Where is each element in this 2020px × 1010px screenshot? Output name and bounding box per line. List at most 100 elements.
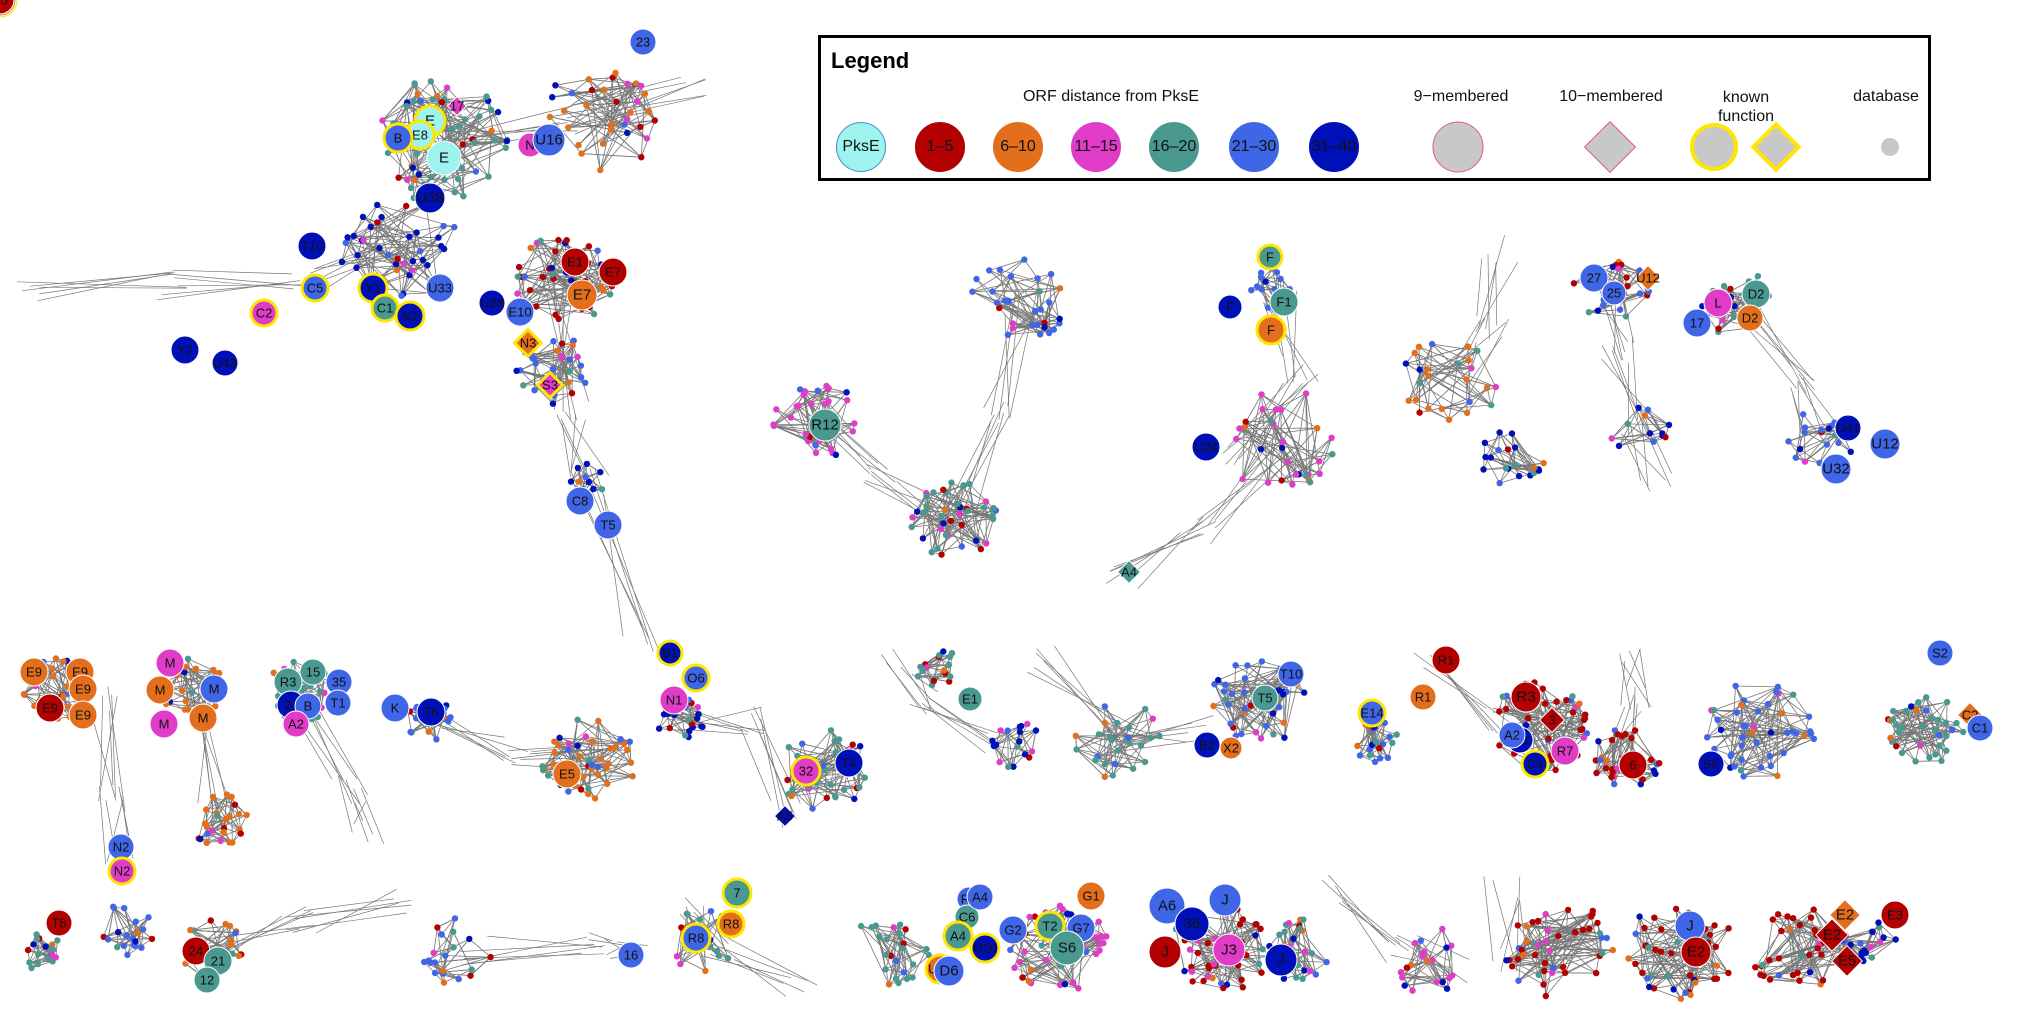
edge [926,656,951,668]
edge [434,962,445,983]
database-node [624,80,631,88]
edge [184,672,219,674]
edge [804,390,847,393]
database-node [1650,438,1657,445]
edge [555,78,589,86]
edge [1112,742,1130,776]
edge [1218,661,1263,681]
database-node [1615,265,1622,272]
database-node [981,504,988,511]
database-node [1540,459,1547,467]
edge [113,907,139,934]
edge [100,695,104,786]
edge [681,910,712,928]
database-node [454,175,462,183]
edge [1925,697,1947,751]
database-node [607,291,614,298]
database-node [1754,273,1762,280]
database-node [560,107,568,114]
database-node [977,545,985,553]
edge [703,940,808,981]
edge [1097,737,1151,757]
database-node [1402,360,1410,367]
edge [1647,409,1670,426]
database-node [588,86,596,94]
edge [35,685,62,697]
edge [966,507,994,510]
database-node [406,233,413,240]
edge [959,513,994,520]
database-node [1425,405,1432,412]
database-node [472,168,480,175]
edge [1596,741,1599,774]
edge [974,412,1005,516]
edge [1412,940,1422,991]
database-node [940,486,947,493]
edge [1760,704,1769,768]
edge [1405,363,1417,401]
edge [1644,415,1670,426]
edge [996,276,1012,303]
edge [434,962,459,980]
edge [1048,302,1061,320]
edge [624,111,650,125]
database-node [491,137,499,144]
database-node [568,90,575,97]
edge [773,390,806,425]
database-node [1314,425,1321,432]
edge [1442,947,1447,983]
database-node [1316,458,1323,465]
edge [983,309,1037,409]
database-node [409,267,416,274]
edge [1941,722,1947,761]
database-node [1412,396,1420,404]
edge [1509,959,1539,976]
edge [1319,437,1332,474]
edge [1729,694,1794,768]
edge [407,711,429,732]
database-node [532,360,539,367]
edge [961,524,987,544]
database-node [627,109,634,116]
edge [1495,263,1498,326]
database-node [1411,349,1418,357]
database-node [553,347,560,355]
edge [468,936,588,962]
edge [107,907,115,940]
edge [193,920,212,931]
edge [204,794,228,824]
edge [112,906,153,940]
edge [1457,317,1486,372]
database-node [552,82,559,89]
edge [200,838,221,842]
database-node [1801,458,1809,465]
edge [1743,700,1755,727]
edge [1483,432,1500,470]
edge [1031,730,1037,752]
edge [55,658,66,695]
database-node [565,124,572,131]
database-node [577,374,585,381]
database-node [1594,307,1602,314]
database-node [954,500,961,507]
edge [998,307,1014,324]
edge [1804,716,1810,736]
edge [444,171,477,181]
edge [212,796,240,830]
edge [911,501,987,528]
database-node [565,379,572,386]
edge [1114,727,1130,765]
edge [602,77,614,144]
database-node [459,141,466,148]
database-node [440,222,447,230]
database-node [567,478,575,485]
database-node [1021,256,1028,263]
edge [1590,916,1601,956]
edge [361,225,444,241]
edge [1018,933,1066,985]
database-node [582,473,589,480]
edge [316,888,397,934]
edge [1499,711,1585,739]
database-node [417,97,424,104]
edge [803,394,811,437]
